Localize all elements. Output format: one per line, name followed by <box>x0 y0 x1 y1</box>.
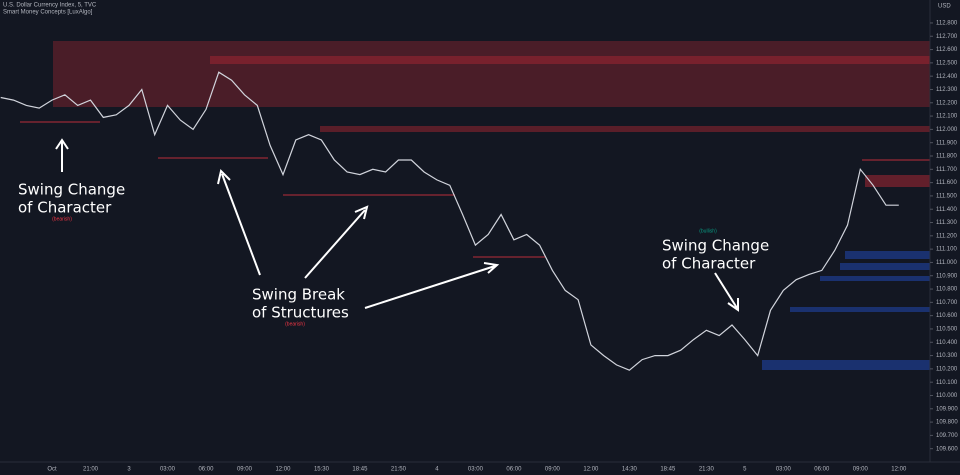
bullish-zone <box>845 251 930 259</box>
y-tick-label: 110.400 <box>936 340 958 346</box>
annotation: of Structures <box>252 304 349 322</box>
y-tick-label: 111.200 <box>936 233 957 239</box>
x-tick-label: 12:00 <box>275 467 291 473</box>
y-tick-label: 110.200 <box>936 366 958 372</box>
x-tick-label: Oct <box>47 467 57 473</box>
annotation: Swing Change <box>662 237 769 255</box>
price-line <box>0 71 899 371</box>
y-tick-label: 111.800 <box>936 154 957 160</box>
x-tick-label: 14:30 <box>622 467 638 473</box>
annotation-note: (bullish) <box>699 228 717 234</box>
structure-lines <box>20 121 930 258</box>
bearish-zone <box>210 56 930 64</box>
y-tick-label: 111.500 <box>936 193 957 199</box>
x-tick-label: 18:45 <box>660 467 676 473</box>
x-tick-label: 3 <box>127 467 131 473</box>
y-tick-label: 111.000 <box>936 260 957 266</box>
x-tick-label: 06:00 <box>814 467 830 473</box>
arrows <box>55 138 739 312</box>
y-tick-label: 110.100 <box>936 380 958 386</box>
y-tick-label: 112.800 <box>936 21 958 27</box>
y-tick-label: 110.500 <box>936 327 958 333</box>
x-tick-label: 03:00 <box>776 467 792 473</box>
arrow <box>304 205 369 279</box>
arrow <box>217 169 261 276</box>
chart-title: U.S. Dollar Currency Index, 5, TVC <box>3 3 97 9</box>
x-tick-label: 03:00 <box>160 467 176 473</box>
y-tick-label: 110.600 <box>936 313 958 319</box>
annotation: of Character <box>18 199 112 217</box>
arrow <box>714 272 739 312</box>
annotation: Swing Break <box>252 286 345 304</box>
y-tick-label: 110.800 <box>936 287 958 293</box>
y-tick-label: 111.700 <box>936 167 957 173</box>
y-tick-label: 109.700 <box>936 433 958 439</box>
y-tick-label: 112.700 <box>936 34 958 40</box>
y-tick-label: 112.300 <box>936 87 958 93</box>
y-tick-label: 112.200 <box>936 100 958 106</box>
currency: USD <box>938 4 951 10</box>
bearish-zone <box>53 41 930 107</box>
x-tick-label: 09:00 <box>237 467 253 473</box>
y-tick-label: 112.000 <box>936 127 958 133</box>
x-tick-label: 18:45 <box>352 467 368 473</box>
x-tick-label: 09:00 <box>545 467 561 473</box>
y-tick-label: 109.900 <box>936 406 958 412</box>
x-tick-label: 21:30 <box>699 467 715 473</box>
x-tick-label: 03:00 <box>468 467 484 473</box>
bullish-zone <box>762 360 930 370</box>
annotation: of Character <box>662 255 756 273</box>
x-tick-label: 12:00 <box>891 467 907 473</box>
arrow <box>55 138 69 172</box>
y-tick-label: 112.100 <box>936 114 958 120</box>
bearish-zone <box>865 175 930 187</box>
x-tick-label: 06:00 <box>198 467 214 473</box>
y-tick-label: 111.600 <box>936 180 957 186</box>
x-tick-label: 4 <box>435 467 439 473</box>
y-tick-label: 111.400 <box>936 207 957 213</box>
zones <box>20 41 930 370</box>
x-tick-label: 06:00 <box>506 467 522 473</box>
y-tick-label: 109.800 <box>936 420 958 426</box>
x-tick-label: 15:30 <box>314 467 330 473</box>
y-tick-label: 112.500 <box>936 60 958 66</box>
chart-subtitle: Smart Money Concepts [LuxAlgo] <box>3 10 93 16</box>
y-tick-label: 112.400 <box>936 74 958 80</box>
bullish-zone <box>790 307 930 312</box>
y-tick-label: 110.000 <box>936 393 958 399</box>
x-tick-label: 09:00 <box>853 467 869 473</box>
annotation: Swing Change <box>18 181 125 199</box>
y-tick-label: 111.100 <box>936 247 957 253</box>
annotation-note: (bearish) <box>285 321 305 327</box>
bullish-zone <box>840 263 930 270</box>
annotation-note: (bearish) <box>52 216 72 222</box>
bearish-zone <box>320 126 930 132</box>
y-tick-label: 111.900 <box>936 140 957 146</box>
bullish-zone <box>820 276 930 281</box>
x-tick-label: 5 <box>743 467 747 473</box>
y-tick-label: 110.900 <box>936 273 958 279</box>
y-tick-label: 111.300 <box>936 220 957 226</box>
arrow <box>364 262 500 309</box>
y-tick-label: 110.300 <box>936 353 958 359</box>
x-tick-label: 12:00 <box>583 467 599 473</box>
x-tick-label: 21:00 <box>83 467 99 473</box>
x-tick-label: 21:50 <box>391 467 407 473</box>
y-tick-label: 109.600 <box>936 446 958 452</box>
y-tick-label: 112.600 <box>936 47 958 53</box>
y-tick-label: 110.700 <box>936 300 958 306</box>
